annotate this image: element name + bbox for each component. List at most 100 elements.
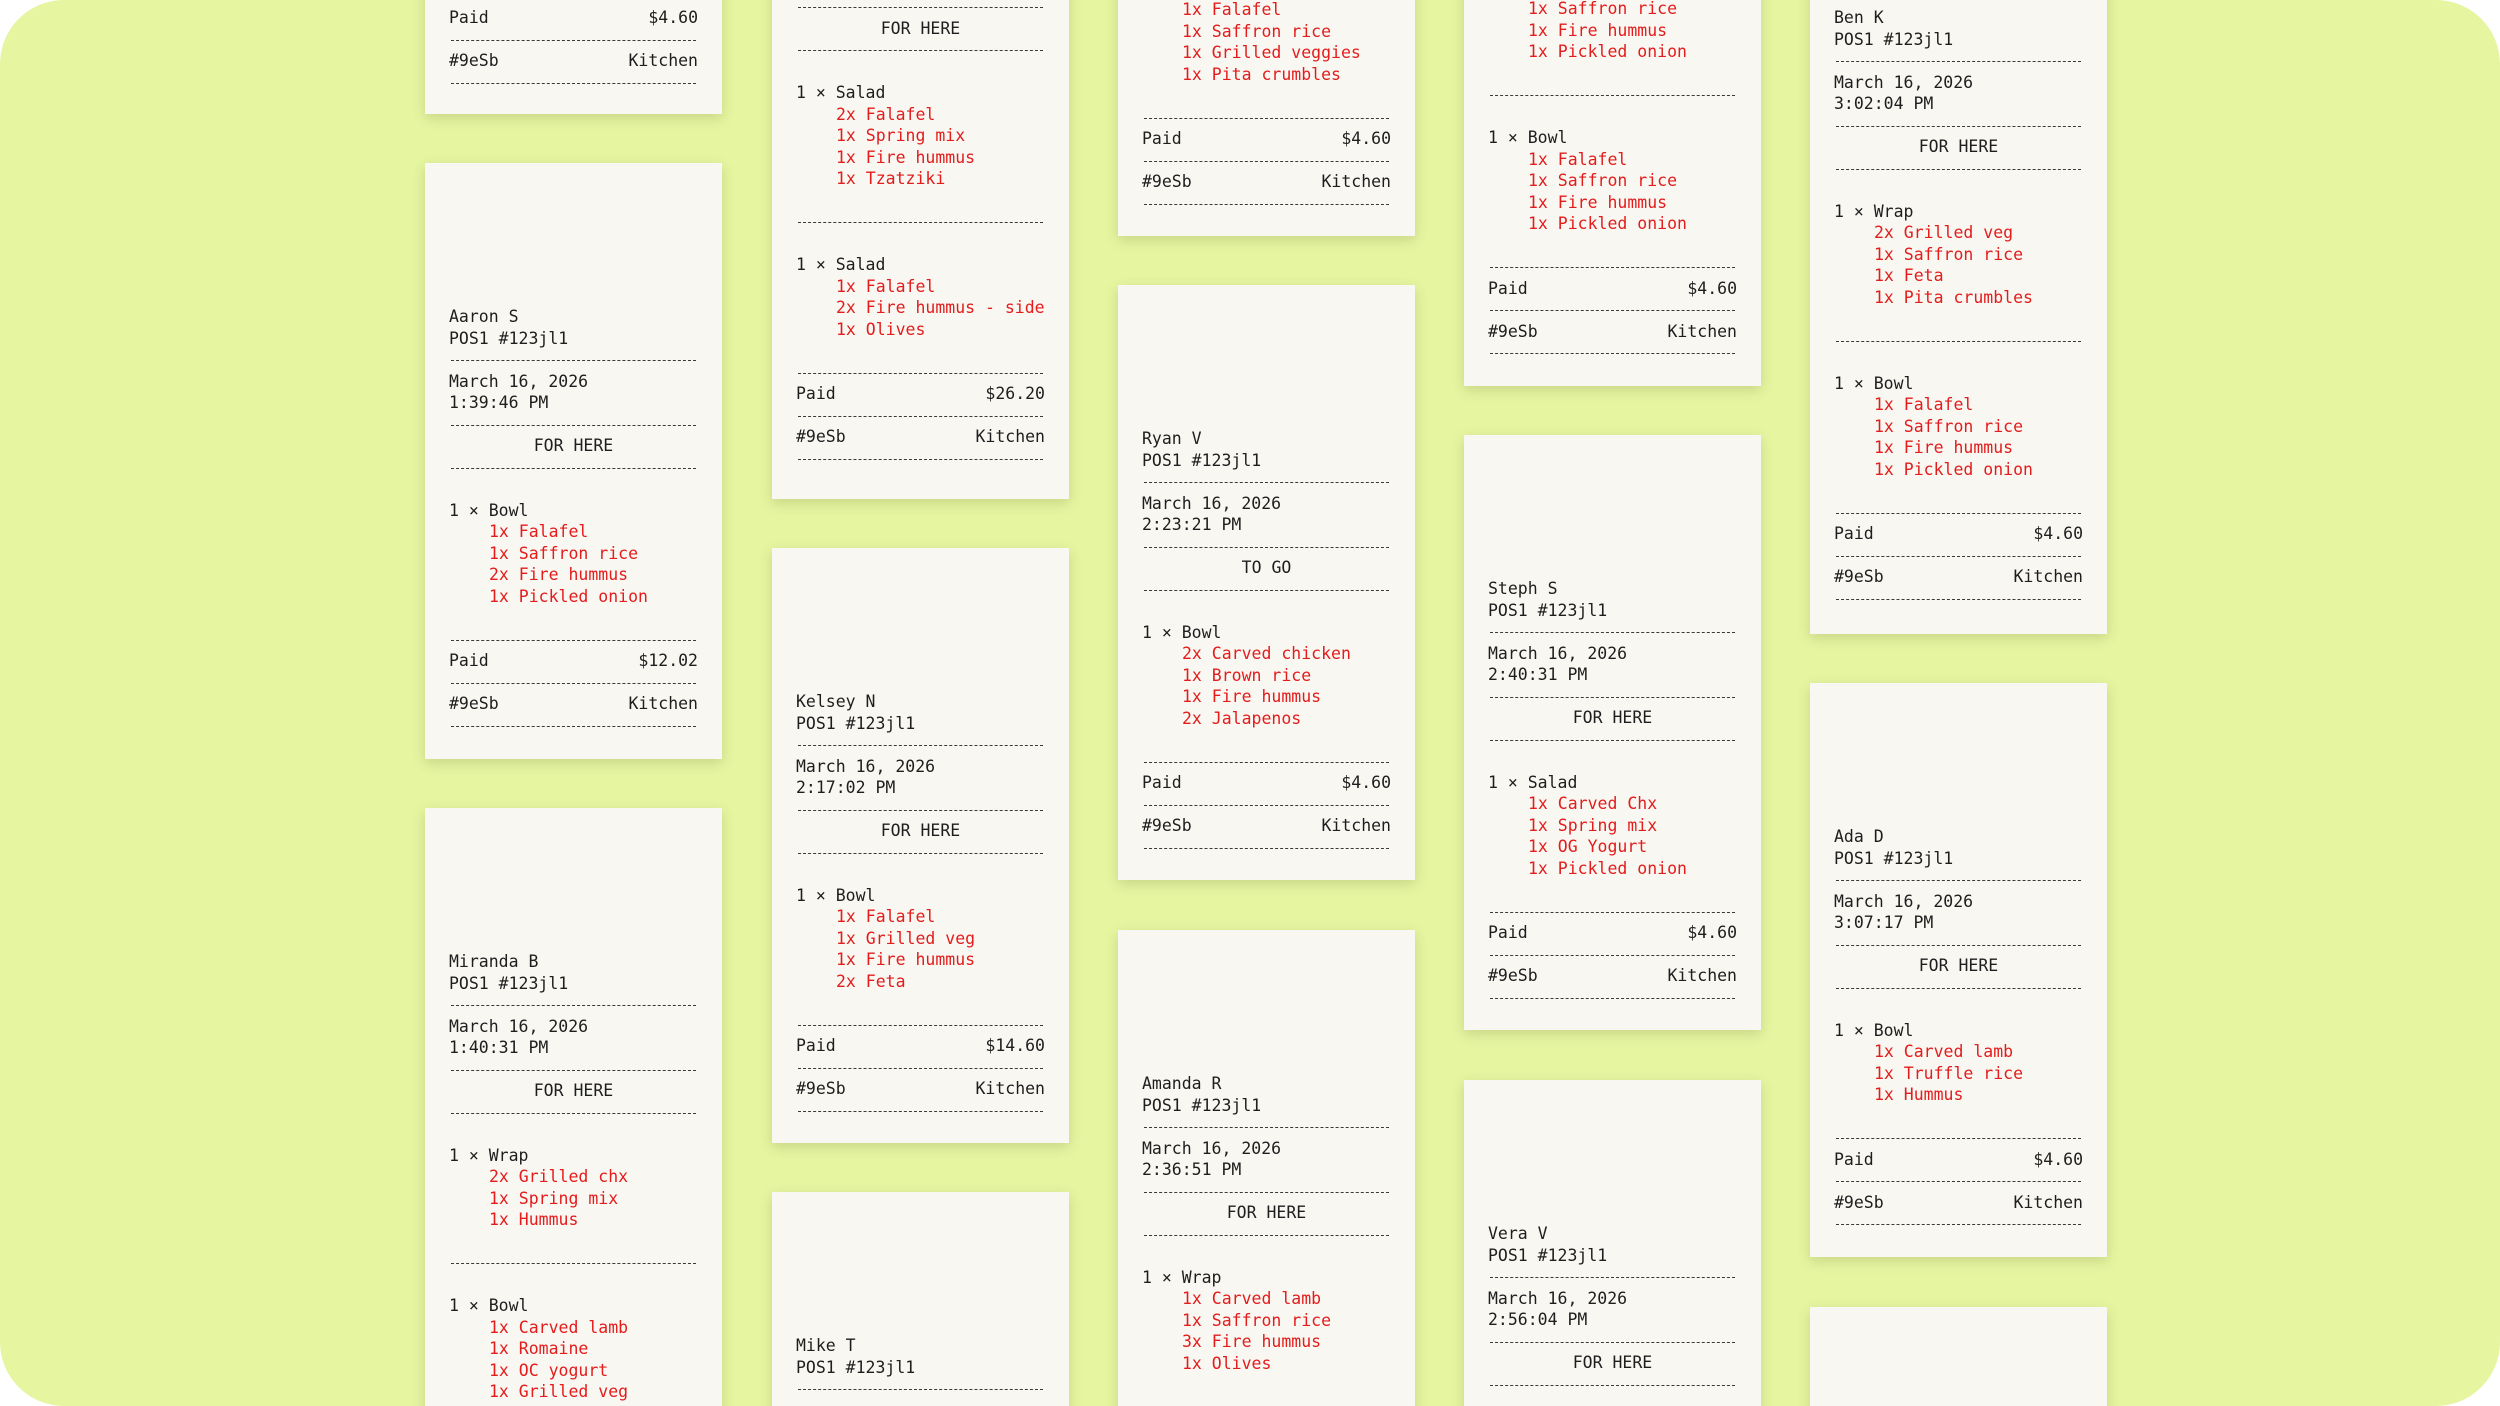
divider	[1488, 1374, 1737, 1396]
divider	[1834, 1127, 2083, 1149]
order-ticket[interactable]: Amanda R POS1 #123jl1 March 16, 2026 2:3…	[1118, 930, 1415, 1406]
order-ticket[interactable]: Vera V POS1 #123jl1 March 16, 2026 2:56:…	[1464, 1080, 1761, 1406]
divider	[449, 457, 698, 479]
divider	[1834, 502, 2083, 524]
payment-row: Paid $14.60	[796, 1035, 1045, 1057]
pos-id: POS1 #123jl1	[796, 713, 916, 733]
order-date: March 16, 2026	[1834, 891, 1974, 911]
item-modifier: 1x Fire hummus	[1528, 20, 1668, 40]
customer-name: Ada D	[1834, 827, 1884, 846]
order-ticket[interactable]: Steph S POS1 #123jl1 March 16, 2026 2:40…	[1464, 435, 1761, 1030]
divider	[449, 994, 698, 1016]
item-modifier: 1x Spring mix	[1528, 815, 1658, 835]
item-modifier: 1x Fire hummus	[1528, 192, 1668, 212]
order-ticket[interactable]: Ben K POS1 #123jl1 March 16, 2026 3:02:0…	[1810, 0, 2107, 634]
divider	[449, 629, 698, 651]
pos-id: POS1 #123jl1	[449, 973, 569, 993]
divider	[1488, 342, 1737, 364]
divider	[1834, 330, 2083, 352]
order-ticket[interactable]: Miranda B POS1 #123jl1 March 16, 2026 1:…	[425, 808, 722, 1406]
divider	[1142, 471, 1391, 493]
pos-id: POS1 #123jl1	[1488, 600, 1608, 620]
item-modifier: 1x Saffron rice	[1874, 416, 2024, 436]
order-ticket[interactable]: Ada D POS1 #123jl1 March 16, 2026 3:07:1…	[1810, 683, 2107, 1257]
service-type: FOR HERE	[1572, 1353, 1653, 1372]
item-modifier: 1x Truffle rice	[1874, 1063, 2024, 1083]
item-modifier: 2x Falafel	[836, 104, 936, 124]
order-id: #9eSb	[796, 427, 846, 446]
item-modifier: 1x Pickled onion	[1528, 858, 1687, 878]
order-ticket[interactable]: 1x Falafel 1x Saffron rice 1x Grilled ve…	[1118, 0, 1415, 236]
service-type: FOR HERE	[880, 821, 961, 840]
paid-amount: $4.60	[2033, 1149, 2083, 1169]
item-modifier: 1x Pickled onion	[1874, 459, 2033, 479]
station-label: Kitchen	[628, 51, 698, 70]
item-modifier: 1x Romaine	[489, 1339, 589, 1358]
paid-amount: $4.60	[1341, 129, 1391, 148]
divider	[796, 405, 1045, 427]
divider	[449, 349, 698, 371]
item-title: 1 × Bowl	[1834, 1020, 1914, 1040]
order-time: 2:17:02 PM	[796, 778, 896, 797]
divider	[449, 715, 698, 737]
item-modifier: 1x Pickled onion	[1528, 42, 1687, 61]
order-ticket[interactable]: Kelsey N POS1 #123jl1 March 16, 2026 2:1…	[772, 548, 1069, 1143]
divider	[1834, 977, 2083, 999]
item-modifier: 1x Grilled veg	[489, 1382, 629, 1401]
pos-id: POS1 #123jl1	[1488, 1245, 1608, 1265]
order-ticket[interactable]: Aaron S POS1 #123jl1 March 16, 2026 1:39…	[425, 163, 722, 759]
payment-row: Paid $4.60	[1834, 523, 2083, 545]
divider	[1834, 934, 2083, 956]
item-modifier: 2x Grilled chx	[489, 1167, 629, 1186]
order-ticket[interactable]: Mike T POS1 #123jl1	[772, 1192, 1069, 1406]
paid-amount: $4.60	[648, 8, 698, 27]
paid-label: Paid	[1488, 923, 1528, 942]
divider	[1142, 1224, 1391, 1246]
order-date: March 16, 2026	[1834, 72, 1974, 92]
order-ticket[interactable]: Paid $4.60 #9eSb Kitchen	[425, 0, 722, 114]
divider	[1488, 1331, 1737, 1353]
paid-label: Paid	[449, 651, 489, 670]
footer-row: #9eSb Kitchen	[1834, 566, 2083, 588]
divider	[1488, 84, 1737, 106]
station-label: Kitchen	[1321, 816, 1391, 835]
divider	[1488, 256, 1737, 278]
paid-label: Paid	[449, 8, 489, 27]
item-modifier: 1x Spring mix	[489, 1188, 619, 1208]
service-type: FOR HERE	[1572, 708, 1653, 727]
item-modifier: 2x Carved chicken	[1182, 644, 1351, 663]
divider	[449, 672, 698, 694]
pos-id: POS1 #123jl1	[449, 328, 569, 348]
order-id: #9eSb	[1142, 816, 1192, 835]
order-ticket[interactable]: Ryan V POS1 #123jl1 March 16, 2026 2:23:…	[1118, 285, 1415, 880]
service-type: FOR HERE	[1918, 137, 1999, 156]
paid-label: Paid	[1142, 129, 1182, 148]
order-ticket[interactable]: FOR HERE 1 × Salad 2x Falafel 1x Spring …	[772, 0, 1069, 499]
divider	[1834, 1213, 2083, 1235]
item-modifier: 2x Fire hummus - side	[836, 298, 1045, 317]
payment-row: Paid $4.60	[1142, 772, 1391, 794]
divider	[796, 842, 1045, 864]
order-date: March 16, 2026	[449, 371, 589, 391]
item-modifier: 1x Brown rice	[1182, 665, 1312, 685]
footer-row: #9eSb Kitchen	[796, 1078, 1045, 1100]
divider	[796, 211, 1045, 233]
customer-name: Ben K	[1834, 8, 1884, 27]
item-modifier: 1x Pickled onion	[489, 586, 648, 606]
divider	[1834, 1170, 2083, 1192]
paid-label: Paid	[1488, 278, 1528, 298]
order-ticket[interactable]: 1x Saffron rice 1x Fire hummus 1x Pickle…	[1464, 0, 1761, 386]
item-modifier: 1x Pickled onion	[1528, 214, 1687, 233]
divider	[1142, 1181, 1391, 1203]
station-label: Kitchen	[1321, 172, 1391, 191]
order-ticket[interactable]	[1810, 1307, 2107, 1406]
item-modifier: 1x OG Yogurt	[1528, 837, 1648, 856]
divider	[1142, 794, 1391, 816]
divider	[1142, 193, 1391, 215]
customer-name: Ryan V	[1142, 429, 1202, 448]
item-modifier: 1x Fire hummus	[836, 147, 976, 167]
order-id: #9eSb	[1142, 172, 1192, 191]
footer-row: #9eSb Kitchen	[1142, 815, 1391, 837]
pos-id: POS1 #123jl1	[796, 1357, 916, 1377]
pos-id: POS1 #123jl1	[1142, 1095, 1262, 1115]
